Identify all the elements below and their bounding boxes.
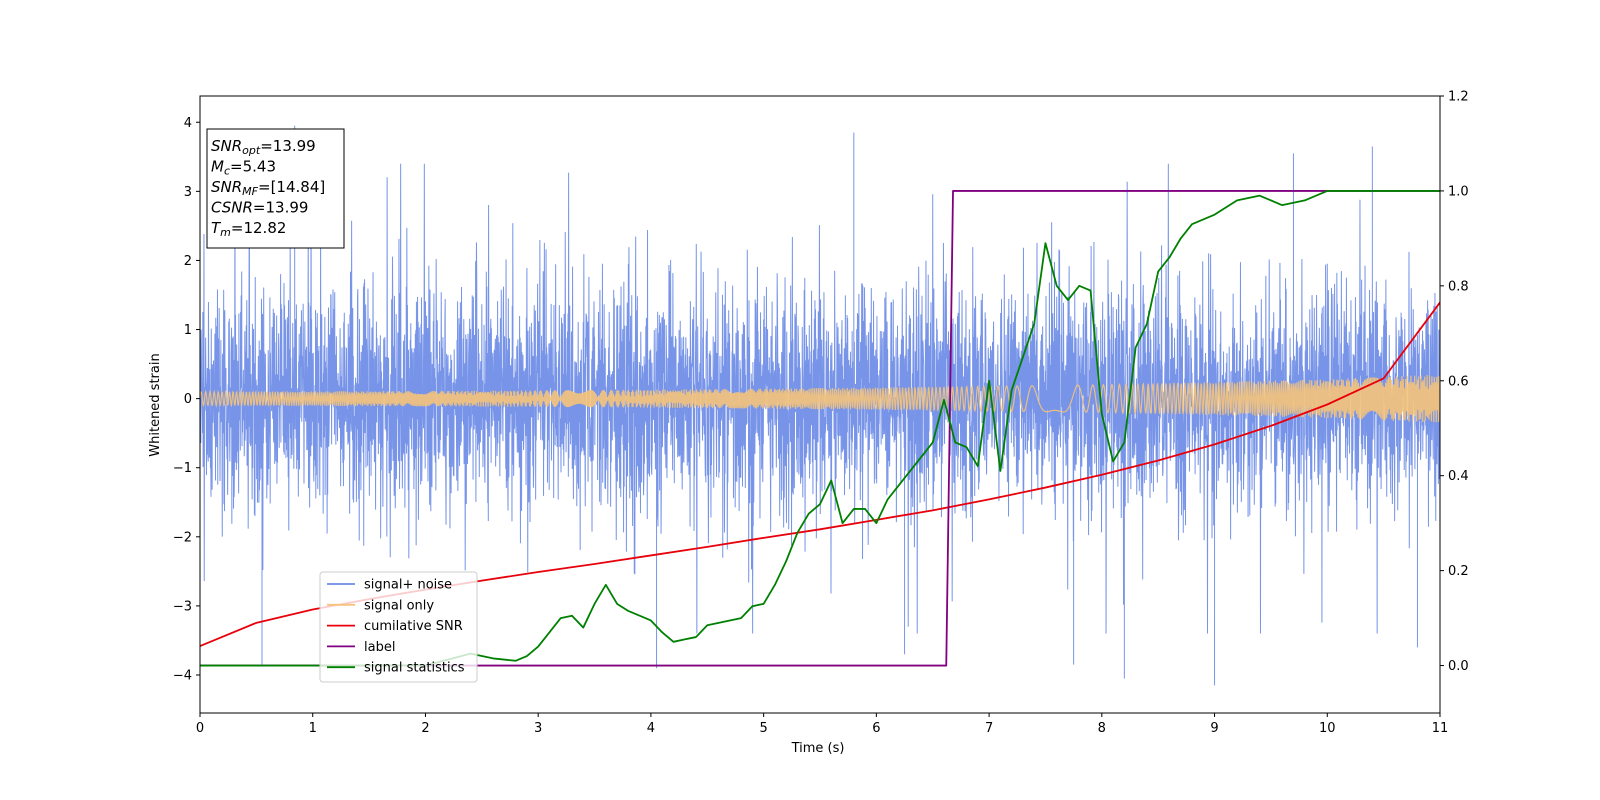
info-box: SNRopt=13.99Mc=5.43SNRMF=[14.84]CSNR=13.… (206, 128, 345, 249)
legend-entry: signal+ noise (364, 578, 452, 593)
legend-frame (319, 571, 478, 683)
series-signal-statistics-line (200, 190, 1440, 667)
axes-frame (199, 95, 1441, 714)
y-right-tick-label: 1.0 (1448, 184, 1469, 199)
info-box-line: SNRopt=13.99 (211, 137, 316, 157)
y-right-tick-label: 1.2 (1448, 90, 1469, 105)
info-box-line: CSNR=13.99 (211, 199, 308, 217)
x-tick-label: 1 (309, 721, 317, 736)
y-tick-label: −1 (173, 461, 192, 476)
legend-entry: cumilative SNR (364, 619, 463, 634)
x-tick-label: 4 (647, 721, 655, 736)
x-tick-label: 7 (985, 721, 993, 736)
x-tick-label: 8 (1098, 721, 1106, 736)
x-tick-label: 0 (196, 721, 204, 736)
y-right-tick-label: 0.0 (1448, 659, 1469, 674)
x-tick-label: 10 (1319, 721, 1336, 736)
info-box-frame (206, 128, 345, 249)
y-right-tick-label: 0.2 (1448, 564, 1469, 579)
y-right-tick-label: 0.6 (1448, 374, 1469, 389)
legend-entry: label (364, 640, 395, 655)
y-tick-label: 4 (184, 116, 192, 131)
info-box-line: Tm=12.82 (211, 219, 286, 239)
series-label-line (200, 190, 1440, 667)
series-signal-only-line (200, 375, 1440, 423)
y-tick-label: 2 (184, 254, 192, 269)
legend-entry: signal statistics (364, 661, 465, 676)
x-tick-label: 11 (1432, 721, 1449, 736)
y-tick-label: −4 (173, 668, 192, 683)
y-axis-label: Whitened strain (148, 353, 163, 456)
info-box-line: Mc=5.43 (211, 158, 276, 178)
axes: 0 1 2 3 4 5 6 7 8 9 10 11 −4 −3 −2 −1 0 1 2 3 4 0.0 0.2 0.4 0.6 0… (173, 90, 1469, 737)
x-axis-label: Time (s) (791, 741, 845, 756)
x-tick-label: 5 (759, 721, 767, 736)
y-tick-label: 3 (184, 185, 192, 200)
x-tick-label: 9 (1210, 721, 1218, 736)
y-tick-label: 0 (184, 392, 192, 407)
x-tick-label: 3 (534, 721, 542, 736)
x-tick-label: 6 (872, 721, 880, 736)
legend-entry: signal only (364, 598, 434, 613)
y-tick-label: −2 (173, 530, 192, 545)
info-box-line: SNRMF=[14.84] (211, 178, 325, 198)
y-tick-label: 1 (184, 323, 192, 338)
x-tick-label: 2 (421, 721, 429, 736)
y-right-tick-label: 0.4 (1448, 469, 1469, 484)
legend: signal+ noise signal only cumilative SNR la… (319, 571, 478, 683)
y-tick-label: −3 (173, 599, 192, 614)
y-right-tick-label: 0.8 (1448, 279, 1469, 294)
